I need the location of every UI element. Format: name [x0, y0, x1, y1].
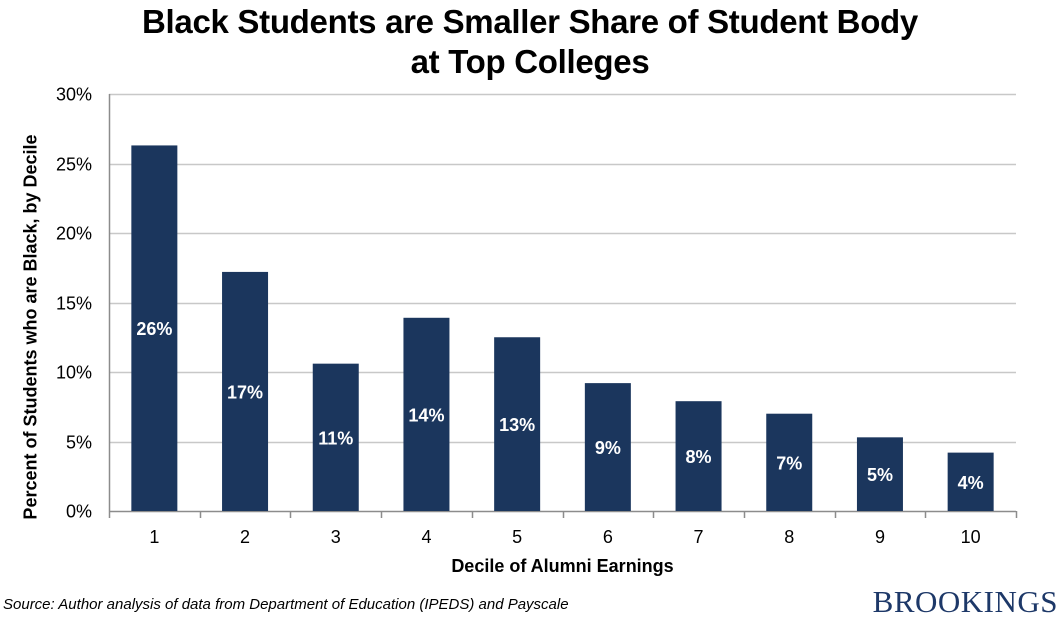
y-tick-label: 30% — [56, 85, 92, 105]
x-tick-label: 5 — [512, 527, 522, 547]
bar-value-label: 7% — [776, 453, 802, 473]
y-tick-label: 10% — [56, 363, 92, 383]
bar-value-label: 11% — [318, 428, 353, 448]
x-axis-ticks: 1 2 3 4 5 6 7 8 9 10 — [149, 527, 980, 547]
y-tick-label: 25% — [56, 155, 92, 175]
y-tick-label: 20% — [56, 224, 92, 244]
bar-decile-3 — [312, 363, 359, 511]
bar-value-label: 17% — [227, 382, 263, 402]
bar-decile-10 — [947, 452, 994, 511]
y-axis-label: Percent of Students who are Black, by De… — [20, 134, 41, 520]
bar-decile-9 — [856, 437, 903, 511]
chart-title: Black Students are Smaller Share of Stud… — [0, 2, 1060, 82]
bar-decile-7 — [675, 401, 722, 511]
x-tick-label: 1 — [149, 527, 159, 547]
axes — [108, 94, 1018, 518]
brookings-logo: BROOKINGS — [872, 584, 1058, 619]
bar-decile-1 — [131, 145, 178, 511]
y-tick-label: 5% — [66, 433, 92, 453]
x-axis-label: Decile of Alumni Earnings — [451, 556, 674, 576]
bar-decile-8 — [766, 413, 813, 511]
bar-value-label: 5% — [867, 465, 893, 485]
bar-value-label: 8% — [686, 447, 712, 467]
bar-value-label: 4% — [958, 473, 984, 493]
bar-value-label: 26% — [136, 319, 172, 339]
y-axis-ticks: 0% 5% 10% 15% 20% 25% 30% — [56, 85, 92, 522]
x-tick-label: 8 — [784, 527, 794, 547]
source-note: Source: Author analysis of data from Dep… — [3, 596, 569, 613]
chart-title-line-2: at Top Colleges — [410, 43, 650, 80]
chart-title-line-1: Black Students are Smaller Share of Stud… — [142, 3, 918, 40]
x-tick-label: 3 — [331, 527, 341, 547]
bar-decile-6 — [584, 383, 631, 511]
x-tick-label: 10 — [961, 527, 981, 547]
y-tick-label: 15% — [56, 294, 92, 314]
x-tick-label: 2 — [240, 527, 250, 547]
x-tick-label: 4 — [421, 527, 431, 547]
x-tick-label: 6 — [603, 527, 613, 547]
bar-value-label: 13% — [499, 415, 535, 435]
bar-value-label: 9% — [595, 438, 621, 458]
bar-decile-4 — [403, 317, 450, 511]
x-tick-label: 7 — [694, 527, 704, 547]
bar-decile-2 — [222, 271, 269, 511]
x-tick-label: 9 — [875, 527, 885, 547]
y-tick-label: 0% — [66, 502, 92, 522]
bar-value-label: 14% — [408, 405, 444, 425]
bars: 26% 17% 11% 14% 13% 9% 8% 7% 5% 4% — [131, 145, 994, 511]
bar-decile-5 — [494, 337, 541, 511]
